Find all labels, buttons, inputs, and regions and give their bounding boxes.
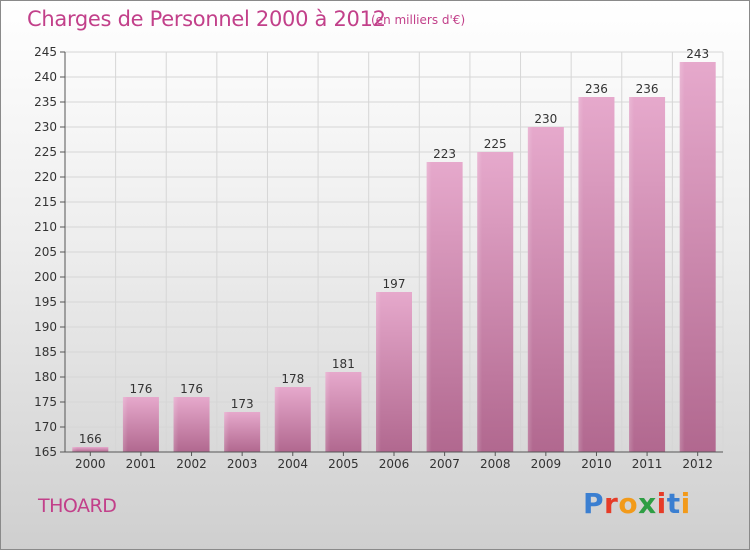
- bar-highlight: [629, 97, 635, 452]
- y-tick-label: 195: [34, 295, 57, 309]
- bar: [122, 397, 159, 452]
- bar-highlight: [173, 397, 179, 452]
- bar-highlight: [477, 152, 483, 452]
- place-name: THOARD: [38, 495, 117, 517]
- x-tick-label: 2010: [581, 457, 612, 471]
- logo-letter: t: [666, 487, 681, 520]
- y-tick-label: 220: [34, 170, 57, 184]
- bar: [426, 162, 463, 452]
- bar-highlight: [376, 292, 381, 452]
- y-tick-label: 215: [34, 195, 57, 209]
- logo-letter: i: [656, 487, 667, 520]
- x-tick-label: 2005: [328, 457, 359, 471]
- y-tick-label: 235: [34, 95, 57, 109]
- bar: [173, 397, 210, 452]
- logo-letter: P: [583, 487, 605, 520]
- bar-highlight: [426, 162, 432, 452]
- bar-highlight: [578, 97, 584, 452]
- bar-value-label: 176: [180, 382, 203, 396]
- y-tick-label: 170: [34, 420, 57, 434]
- bar-value-label: 236: [585, 82, 608, 96]
- y-tick-label: 190: [34, 320, 57, 334]
- bar: [679, 62, 716, 452]
- bar-highlight: [224, 412, 230, 452]
- y-tick-label: 225: [34, 145, 57, 159]
- y-tick-label: 245: [34, 45, 57, 59]
- bar-value-label: 223: [433, 147, 456, 161]
- bar: [629, 97, 666, 452]
- y-tick-label: 185: [34, 345, 57, 359]
- x-tick-label: 2011: [632, 457, 663, 471]
- logo-letter: r: [604, 487, 619, 520]
- y-tick-label: 175: [34, 395, 57, 409]
- bar-series: 166 176 176 173 178 181 197 223 225 230 236 236 243: [72, 47, 716, 452]
- x-tick-label: 2001: [126, 457, 157, 471]
- x-tick-label: 2006: [379, 457, 410, 471]
- bar: [527, 127, 564, 452]
- bar-value-label: 181: [332, 357, 355, 371]
- bar-value-label: 243: [686, 47, 709, 61]
- bar-highlight: [527, 127, 533, 452]
- bar-value-label: 225: [484, 137, 507, 151]
- y-tick-label: 230: [34, 120, 57, 134]
- x-axis: 2000 2001 2002 2003 2004 2005 2006 2007 2008 2009…: [65, 451, 723, 471]
- bar-highlight: [274, 387, 280, 452]
- x-tick-label: 2007: [429, 457, 460, 471]
- logo-letter: i: [680, 487, 691, 520]
- bar: [376, 292, 412, 452]
- logo-letter: o: [618, 487, 639, 520]
- proxiti-logo: Proxiti: [583, 487, 691, 520]
- bar-value-label: 230: [534, 112, 557, 126]
- bar-value-label: 166: [79, 432, 102, 446]
- x-tick-label: 2008: [480, 457, 511, 471]
- x-tick-label: 2000: [75, 457, 106, 471]
- y-tick-label: 165: [34, 445, 57, 459]
- x-tick-label: 2004: [277, 457, 308, 471]
- x-tick-label: 2002: [176, 457, 207, 471]
- y-tick-label: 180: [34, 370, 57, 384]
- chart-title: Charges de Personnel 2000 à 2012: [27, 7, 386, 31]
- bar-value-label: 178: [281, 372, 304, 386]
- unit-label: (en milliers d'€): [371, 13, 466, 27]
- bar-value-label: 173: [231, 397, 254, 411]
- x-tick-label: 2012: [682, 457, 713, 471]
- y-tick-label: 240: [34, 70, 57, 84]
- x-tick-label: 2003: [227, 457, 258, 471]
- bar-value-label: 197: [383, 277, 406, 291]
- bar-highlight: [122, 397, 128, 452]
- y-tick-label: 205: [34, 245, 57, 259]
- x-tick-label: 2009: [531, 457, 562, 471]
- bar-value-label: 176: [129, 382, 152, 396]
- bar: [578, 97, 615, 452]
- bar: [72, 447, 109, 452]
- bar: [477, 152, 514, 452]
- bar-highlight: [325, 372, 331, 452]
- bar: [224, 412, 261, 452]
- y-axis: 165 170 175 180 185 190 195 200 205 210 215 220 225 2…: [34, 45, 66, 459]
- logo-letter: x: [638, 487, 657, 520]
- bar: [325, 372, 362, 452]
- bar-highlight: [72, 447, 78, 452]
- bar-value-label: 236: [636, 82, 659, 96]
- bar-highlight: [679, 62, 685, 452]
- y-tick-label: 210: [34, 220, 57, 234]
- y-tick-label: 200: [34, 270, 57, 284]
- bar: [274, 387, 311, 452]
